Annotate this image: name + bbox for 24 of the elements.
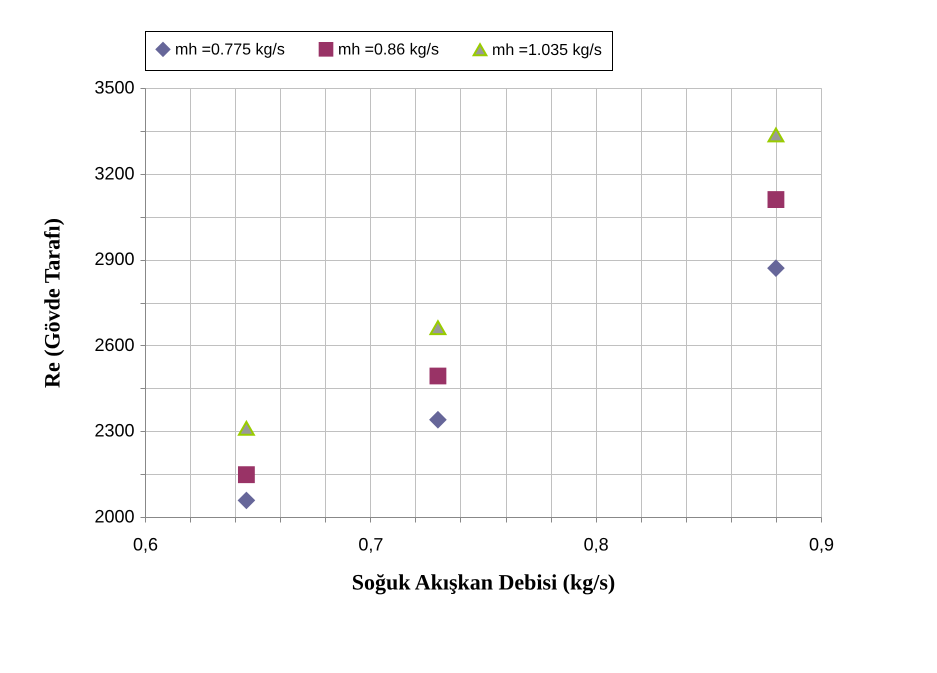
y-tick-label: 3500: [94, 78, 134, 98]
point: [238, 466, 255, 484]
y-tick-label: 2300: [94, 420, 134, 441]
x-tick-label: 0,9: [808, 534, 834, 554]
x-tick-label: 0,6: [132, 534, 158, 554]
y-axis-title: Re (Gövde Tarafı): [39, 218, 64, 388]
legend-label: mh =0.86 kg/s: [338, 41, 439, 58]
y-tick-label: 2600: [94, 334, 134, 355]
x-tick-label: 0,8: [584, 534, 609, 554]
x-tick-label: 0,7: [358, 534, 384, 554]
legend-label: mh =0.775 kg/s: [175, 41, 285, 58]
legend-label: mh =1.035 kg/s: [492, 42, 602, 59]
point: [238, 492, 255, 509]
y-tick-label: 2900: [94, 249, 134, 270]
y-tick-label: 3200: [94, 163, 134, 184]
point: [768, 260, 784, 277]
point: [430, 368, 446, 384]
point: [430, 411, 446, 428]
x-axis-title: Soğuk Akışkan Debisi (kg/s): [352, 570, 616, 594]
point: [238, 420, 255, 436]
point: [768, 191, 784, 208]
point: [430, 320, 446, 336]
point: [768, 127, 784, 142]
y-tick-label: 2000: [94, 506, 134, 526]
